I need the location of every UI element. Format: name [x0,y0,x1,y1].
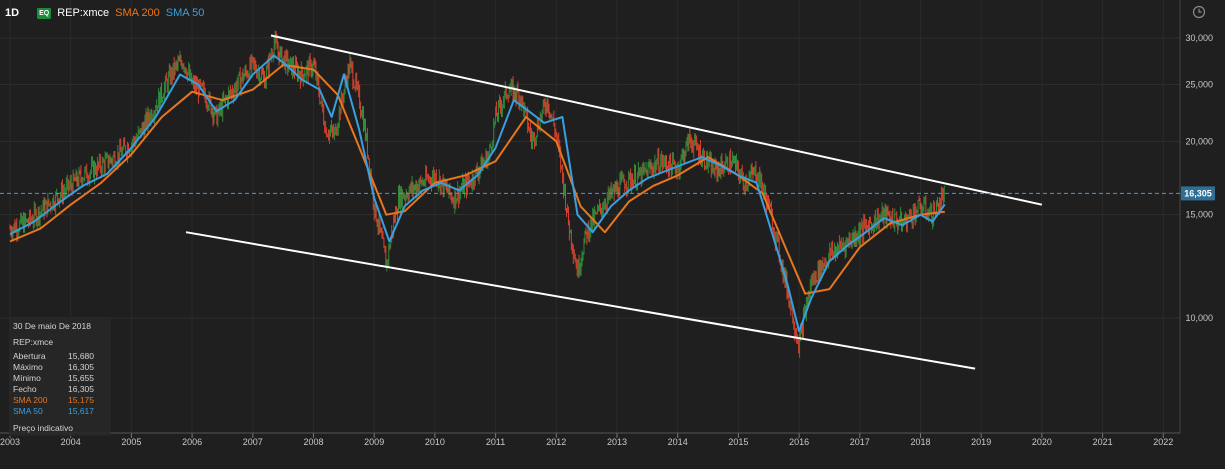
x-tick-label: 2005 [121,437,141,447]
y-tick-label: 30,000 [1185,33,1213,43]
info-value: 15,680 [68,351,94,361]
info-value: 15,175 [68,395,94,405]
info-row-low: Mínimo 15,655 [13,373,107,384]
info-note: Preço indicativo [13,423,74,433]
x-tick-label: 2012 [546,437,566,447]
x-tick-label: 2017 [850,437,870,447]
last-price-marker: 16,305 [0,186,1215,201]
info-label: Abertura [13,351,46,361]
y-tick-label: 10,000 [1185,313,1213,323]
info-row-close: Fecho 16,305 [13,384,107,395]
data-window: 30 De maio De 2018 REP:xmce Abertura 15,6… [9,318,111,436]
info-row-open: Abertura 15,680 [13,351,107,362]
x-tick-label: 2011 [486,437,505,447]
last-price-tag [1181,186,1215,201]
x-tick-label: 2003 [0,437,20,447]
y-tick-label: 25,000 [1185,79,1213,89]
x-tick-label: 2020 [1032,437,1052,447]
x-tick-label: 2007 [243,437,263,447]
x-tick-label: 2013 [607,437,627,447]
info-value: 16,305 [68,384,94,394]
info-row-high: Máximo 16,305 [13,362,107,373]
info-value: 16,305 [68,362,94,372]
x-tick-label: 2008 [303,437,323,447]
x-tick-label: 2018 [910,437,930,447]
x-tick-label: 2021 [1093,437,1113,447]
clock-icon[interactable] [1192,5,1206,19]
info-row-sma50: SMA 50 15,617 [13,406,107,417]
equity-badge: EQ [37,7,52,19]
info-symbol: REP:xmce [13,337,54,347]
trendline-lower [185,231,976,370]
x-tick-label: 2015 [728,437,748,447]
info-label: Máximo [13,362,43,372]
legend-sma200[interactable]: SMA 200 [115,7,160,19]
indicator-lines [9,34,1043,370]
x-tick-label: 2022 [1153,437,1173,447]
sma200-line [9,63,945,295]
x-tick-label: 2014 [668,437,688,447]
chart-toolbar: 1D EQ REP:xmce SMA 200 SMA 50 [5,5,204,21]
symbol-label[interactable]: REP:xmce [57,7,110,19]
x-tick-label: 2006 [182,437,202,447]
x-tick-label: 2010 [425,437,445,447]
y-axis: 30,000 25,000 20,000 15,000 10,000 [1179,0,1213,433]
x-axis: 2003 2004 2005 2006 2007 2008 2009 2010 2011 2012… [0,432,1180,447]
x-tick-label: 2004 [61,437,81,447]
x-tick-label: 2016 [789,437,809,447]
trendline-upper [270,34,1043,206]
info-row-sma200: SMA 200 15,175 [13,395,107,406]
info-label: SMA 200 [13,395,48,405]
info-label: Mínimo [13,373,41,383]
info-label: SMA 50 [13,406,43,416]
x-tick-label: 2009 [364,437,384,447]
legend-sma50[interactable]: SMA 50 [165,7,205,19]
sma50-line [9,54,946,333]
chart-grid [0,0,1180,433]
info-value: 15,617 [68,406,94,416]
info-label: Fecho [13,384,37,394]
y-tick-label: 20,000 [1185,136,1213,146]
last-price-label: 16,305 [1184,188,1212,198]
y-tick-label: 15,000 [1185,210,1213,220]
info-date: 30 De maio De 2018 [13,321,91,331]
timeframe-selector[interactable]: 1D [5,7,20,19]
info-value: 15,655 [68,373,94,383]
x-tick-label: 2019 [971,437,991,447]
